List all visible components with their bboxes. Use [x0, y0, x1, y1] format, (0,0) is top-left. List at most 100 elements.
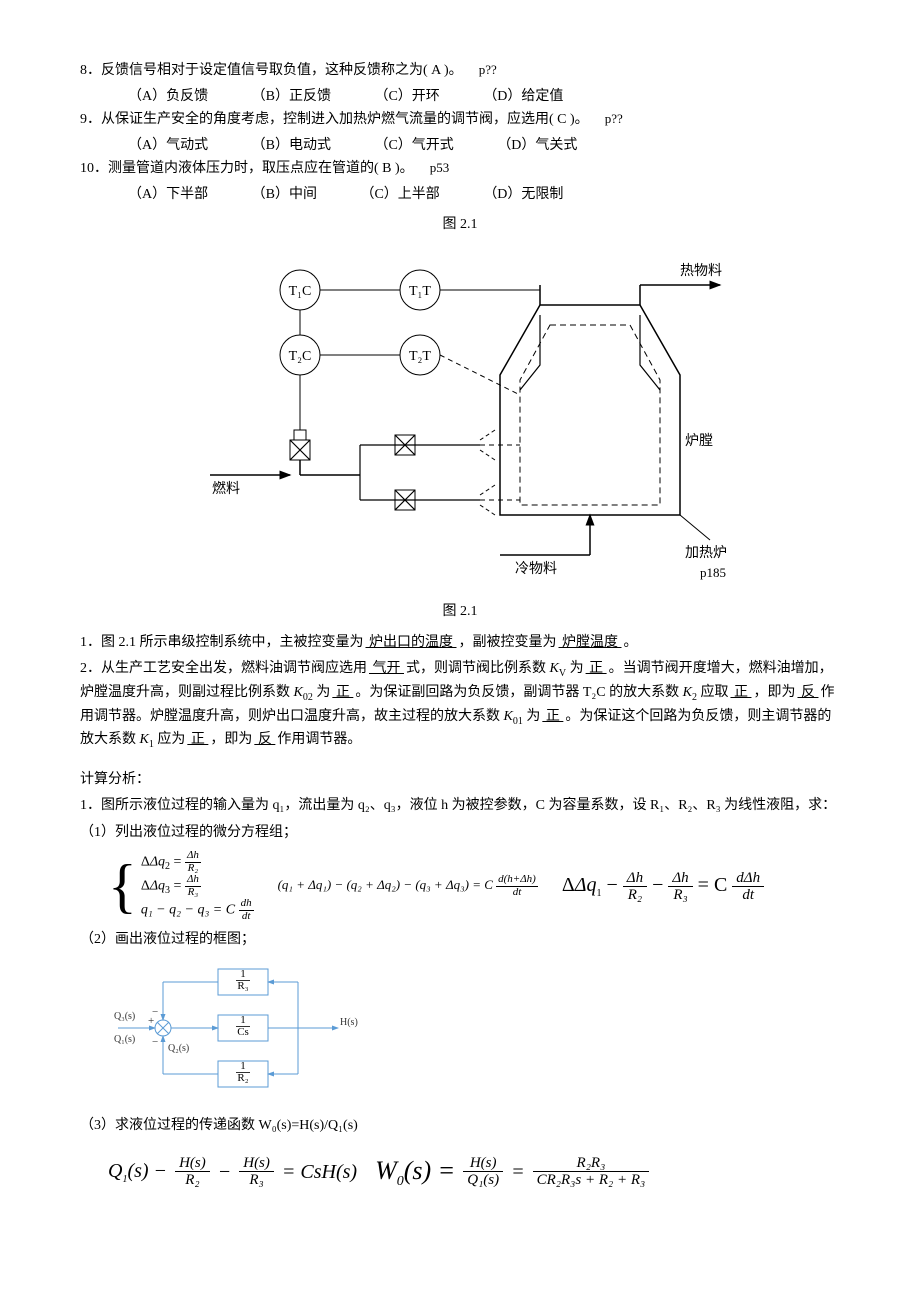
q10-num: 10．: [80, 161, 108, 176]
eq-bf3n: dΔh: [732, 870, 764, 888]
f2-u6: 正: [540, 709, 565, 724]
eq-bf2d: R₃: [668, 887, 692, 904]
furnace-diagram: 热物料 冷物料 炉膛 加热炉 p185 T₁C T₁T T₂C T₂T 燃料: [80, 245, 840, 593]
f2-k02sub: 02: [303, 692, 313, 703]
eq-big-c: −: [647, 874, 668, 896]
calc-p3: （3）求液位过程的传递函数 W₀(s)=H(s)/Q₁(s): [80, 1115, 840, 1137]
f2-a: 从生产工艺安全出发，燃料油调节阀应选用: [101, 661, 367, 676]
calc-head: 计算分析：: [80, 769, 840, 791]
fe-m1: −: [218, 1156, 232, 1188]
fe-m2: = CsH(s): [282, 1156, 357, 1188]
q10-text-b: )。: [395, 161, 414, 176]
fe-rf1d: Q₁(s): [463, 1172, 503, 1189]
q10-opt-b: （B）中间: [252, 184, 317, 206]
f2-kvsub: V: [559, 668, 566, 679]
fe-Wsub: 0: [397, 1174, 404, 1189]
f2-u3: 正: [330, 685, 355, 700]
q10-options: （A）下半部 （B）中间 （C）上半部 （D）无限制: [80, 184, 840, 206]
f2-u1: 气开: [367, 661, 406, 676]
q9-text-b: )。: [570, 112, 589, 127]
fe-f1d: R₂: [175, 1172, 210, 1189]
q10-opt-a: （A）下半部: [128, 184, 208, 206]
f2-u8: 反: [252, 732, 277, 747]
label-chamber: 炉膛: [685, 433, 713, 449]
q8-opt-a: （A）负反馈: [128, 86, 208, 108]
q8-num: 8．: [80, 63, 101, 78]
eq-l1a: Δq: [150, 855, 165, 870]
label-furnace: 加热炉: [685, 545, 727, 561]
question-9: 9．从保证生产安全的角度考虑，控制进入加热炉燃气流量的调节阀，应选用( C )。…: [80, 109, 840, 131]
fill-q1-u2: 炉膛温度: [557, 635, 624, 650]
eq-bf2n: Δh: [668, 870, 692, 888]
f2-b: 式，则调节阀比例系数: [406, 661, 550, 676]
fe-rf1n: H(s): [463, 1155, 503, 1173]
fe-f2d: R₃: [239, 1172, 274, 1189]
eq-mid: (q₁ + Δq₁) − (q₂ + Δq₂) − (q₃ + Δq₃) = C: [278, 877, 497, 892]
fill-q2-num: 2．: [80, 661, 101, 676]
calc-q1-num: 1．: [80, 798, 101, 813]
q9-opt-d: （D）气关式: [497, 135, 577, 157]
f2-k1: K: [140, 732, 149, 747]
eq-l1b: =: [170, 855, 185, 870]
fe-Wrest: (s) =: [404, 1156, 455, 1185]
q10-answer: B: [379, 161, 395, 176]
eq-l1n: Δh: [185, 850, 201, 863]
f2-h: ，即为: [753, 685, 795, 700]
q9-options: （A）气动式 （B）电动式 （C）气开式 （D）气关式: [80, 135, 840, 157]
fe-rf2d: CR₂R₃s + R₂ + R₃: [533, 1172, 650, 1189]
f2-u7: 正: [185, 732, 210, 747]
q8-pref: p??: [479, 62, 497, 77]
calc-q1-text: 图所示液位过程的输入量为 q₁，流出量为 q₂、q₃，液位 h 为被控参数，C …: [101, 798, 836, 813]
q10-pref: p53: [430, 160, 450, 175]
bd-hs: H(s): [340, 1017, 358, 1028]
label-cold: 冷物料: [515, 561, 557, 577]
f2-u4: 正: [728, 685, 753, 700]
q8-text-a: 反馈信号相对于设定值信号取负值，这种反馈称之为(: [101, 63, 428, 78]
f2-f: 。为保证副回路为负反馈，副调节器 T₂C 的放大系数: [355, 685, 682, 700]
bd-b1d: R₃: [218, 981, 268, 992]
f2-n: 作用调节器。: [277, 732, 361, 747]
bd-q3: Q₃(s): [114, 1011, 135, 1022]
label-t1c: T₁C: [289, 284, 312, 299]
bd-b3d: R₂: [218, 1073, 268, 1084]
eq-l2b: =: [170, 879, 185, 894]
q10-opt-d: （D）无限制: [483, 184, 563, 206]
q9-opt-c: （C）气开式: [374, 135, 453, 157]
q9-num: 9．: [80, 112, 101, 127]
fill-q1-b: ，副被控变量为: [459, 635, 557, 650]
q8-opt-b: （B）正反馈: [252, 86, 331, 108]
fill-q1-u1: 炉出口的温度: [364, 635, 459, 650]
eq-bf1n: Δh: [623, 870, 647, 888]
bd-q2: Q₂(s): [168, 1043, 189, 1054]
eq-l3: q₁ − q₂ − q₃ = C: [141, 903, 239, 918]
eq-big-b: −: [601, 874, 622, 896]
q9-pref: p??: [605, 111, 623, 126]
calc-q1: 1．图所示液位过程的输入量为 q₁，流出量为 q₂、q₃，液位 h 为被控参数，…: [80, 795, 840, 817]
q9-opt-a: （A）气动式: [128, 135, 208, 157]
label-t2t: T₂T: [409, 349, 431, 364]
eq-big-d: = C: [693, 874, 733, 896]
label-t1t: T₁T: [409, 284, 431, 299]
equation-row-1: { ΔΔq2 = ΔhR₂ ΔΔq3 = ΔhR₃ q₁ − q₂ − q₃ =…: [108, 850, 840, 922]
calc-p2: （2）画出液位过程的框图；: [80, 929, 840, 951]
fe-a: Q: [108, 1160, 122, 1182]
f2-c: 为: [566, 661, 584, 676]
fe-rf2n: R₂R₃: [533, 1155, 650, 1173]
f2-k01: K: [504, 709, 513, 724]
q9-answer: C: [554, 112, 570, 127]
fill-q2: 2．从生产工艺安全出发，燃料油调节阀应选用 气开 式，则调节阀比例系数 K V 为…: [80, 658, 840, 753]
f2-j: 为: [523, 709, 541, 724]
question-8: 8．反馈信号相对于设定值信号取负值，这种反馈称之为( A )。p??: [80, 60, 840, 82]
label-pref: p185: [700, 565, 726, 580]
fe-b: (s) −: [127, 1160, 167, 1182]
f2-e: 为: [313, 685, 331, 700]
label-hot: 热物料: [680, 263, 722, 279]
f2-k01sub: 01: [513, 715, 523, 726]
bd-b2d: Cs: [218, 1027, 268, 1038]
fe-eq: =: [511, 1156, 525, 1188]
q8-opt-d: （D）给定值: [483, 86, 563, 108]
q8-text-b: )。: [444, 63, 463, 78]
fill-q1-c: 。: [624, 635, 638, 650]
f2-m: ，即为: [210, 732, 252, 747]
eq-midd: dt: [496, 887, 538, 899]
